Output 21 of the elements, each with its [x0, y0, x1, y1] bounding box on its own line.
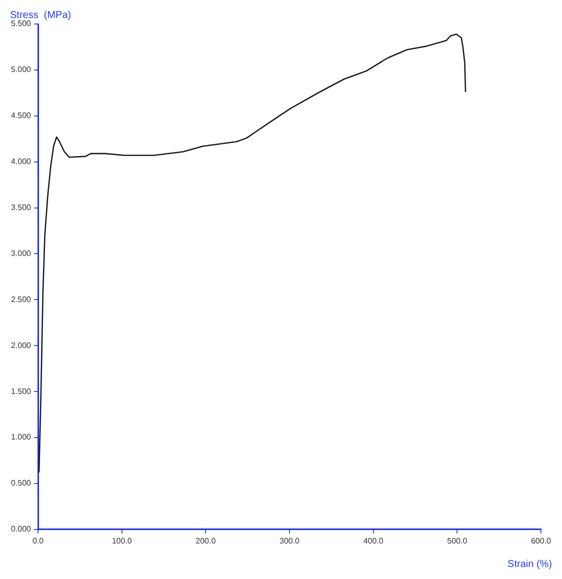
- y-tick-label: 3.500: [10, 202, 32, 212]
- x-tick-label: 600.0: [530, 536, 552, 546]
- x-tick-label: 500.0: [447, 536, 468, 546]
- x-tick-label: 400.0: [363, 536, 384, 546]
- x-tick-label: 0.0: [32, 536, 44, 546]
- y-tick-label: 4.000: [10, 157, 32, 166]
- x-axis-title: Strain (%): [508, 558, 552, 570]
- y-tick-label: 4.500: [10, 111, 32, 120]
- y-tick-label: 5.000: [10, 65, 32, 74]
- y-tick-label: 3.000: [10, 248, 32, 258]
- y-tick-label: 2.000: [10, 340, 32, 350]
- x-tick-label: 300.0: [279, 536, 300, 546]
- y-tick-label: 1.000: [10, 432, 32, 442]
- x-tick-label: 100.0: [112, 536, 132, 546]
- y-tick-label: 0.000: [10, 524, 32, 534]
- y-axis-title: Stress (MPa): [10, 10, 72, 21]
- y-tick-label: 2.500: [10, 294, 32, 304]
- y-tick-label: 0.500: [10, 478, 32, 488]
- y-tick-label: 1.500: [10, 386, 32, 396]
- x-tick-label: 200.0: [196, 536, 216, 546]
- y-tick-label: 5.500: [10, 19, 32, 28]
